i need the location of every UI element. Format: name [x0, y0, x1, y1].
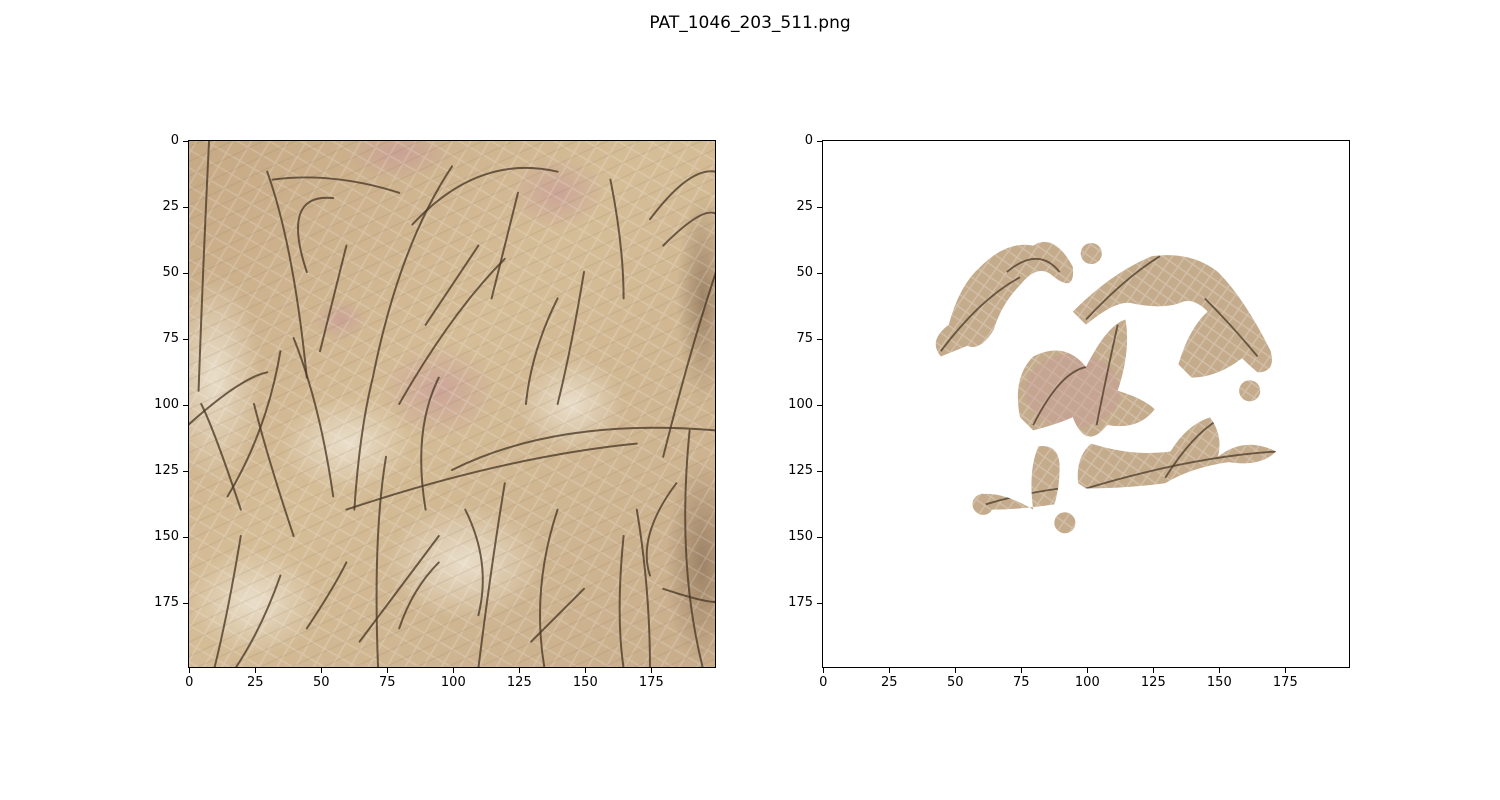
x-tick	[386, 668, 388, 673]
x-tick-label: 75	[379, 675, 396, 690]
y-tick-label: 100	[788, 397, 813, 413]
x-tick-label: 100	[440, 675, 466, 690]
y-tick	[817, 602, 822, 604]
y-tick-label: 175	[154, 595, 179, 611]
original-image-axes: 0 25 50 75 100 125 150 175 0 25 50 75 100 125 150 175	[154, 134, 716, 690]
x-tick-label: 0	[819, 675, 828, 690]
x-tick	[650, 668, 652, 673]
x-tick-label: 100	[1074, 675, 1100, 690]
x-tick	[1218, 668, 1220, 673]
figure-title: PAT_1046_203_511.png	[649, 13, 851, 33]
y-tick-label: 0	[804, 133, 813, 149]
x-tick-label: 75	[1013, 675, 1030, 690]
y-tick	[817, 140, 822, 142]
y-tick-label: 125	[788, 463, 813, 479]
y-tick	[183, 140, 188, 142]
x-tick-label: 25	[247, 675, 264, 690]
x-tick-label: 0	[185, 675, 194, 690]
y-tick-label: 100	[154, 397, 179, 413]
x-tick-label: 150	[572, 675, 598, 690]
y-tick	[183, 470, 188, 472]
y-tick-label: 150	[788, 529, 813, 545]
x-tick	[188, 668, 190, 673]
x-tick	[584, 668, 586, 673]
x-tick	[822, 668, 824, 673]
y-tick	[817, 470, 822, 472]
y-tick-label: 25	[796, 199, 813, 215]
x-tick	[1152, 668, 1154, 673]
hairs-group	[188, 140, 716, 668]
x-tick	[1284, 668, 1286, 673]
x-tick-label: 25	[881, 675, 898, 690]
y-tick	[183, 272, 188, 274]
y-tick	[183, 404, 188, 406]
y-tick	[817, 272, 822, 274]
x-tick	[518, 668, 520, 673]
y-tick-label: 75	[162, 331, 179, 347]
x-tick	[888, 668, 890, 673]
x-tick	[452, 668, 454, 673]
x-tick	[954, 668, 956, 673]
original-skin-image	[188, 140, 716, 668]
x-tick	[254, 668, 256, 673]
y-tick	[183, 536, 188, 538]
x-tick-label: 175	[1272, 675, 1298, 690]
y-tick-label: 25	[162, 199, 179, 215]
x-tick-label: 50	[947, 675, 964, 690]
x-tick-label: 50	[313, 675, 330, 690]
y-tick	[183, 206, 188, 208]
x-tick-label: 175	[638, 675, 664, 690]
x-tick-label: 125	[506, 675, 532, 690]
x-tick	[1086, 668, 1088, 673]
y-tick-label: 175	[788, 595, 813, 611]
y-tick-label: 50	[162, 265, 179, 281]
masked-image-axes: 0 25 50 75 100 125 150 175 0 25 50 75 100 125 150 175	[788, 134, 1350, 690]
y-tick	[183, 602, 188, 604]
x-tick-label: 125	[1140, 675, 1166, 690]
y-tick-label: 50	[796, 265, 813, 281]
x-tick	[320, 668, 322, 673]
masked-skin-image	[822, 140, 1350, 668]
y-tick	[817, 206, 822, 208]
y-tick	[817, 338, 822, 340]
y-tick-label: 150	[154, 529, 179, 545]
y-tick	[183, 338, 188, 340]
y-tick	[817, 536, 822, 538]
y-tick-label: 75	[796, 331, 813, 347]
y-tick-label: 0	[170, 133, 179, 149]
y-tick	[817, 404, 822, 406]
x-tick-label: 150	[1206, 675, 1232, 690]
x-tick	[1020, 668, 1022, 673]
y-tick-label: 125	[154, 463, 179, 479]
